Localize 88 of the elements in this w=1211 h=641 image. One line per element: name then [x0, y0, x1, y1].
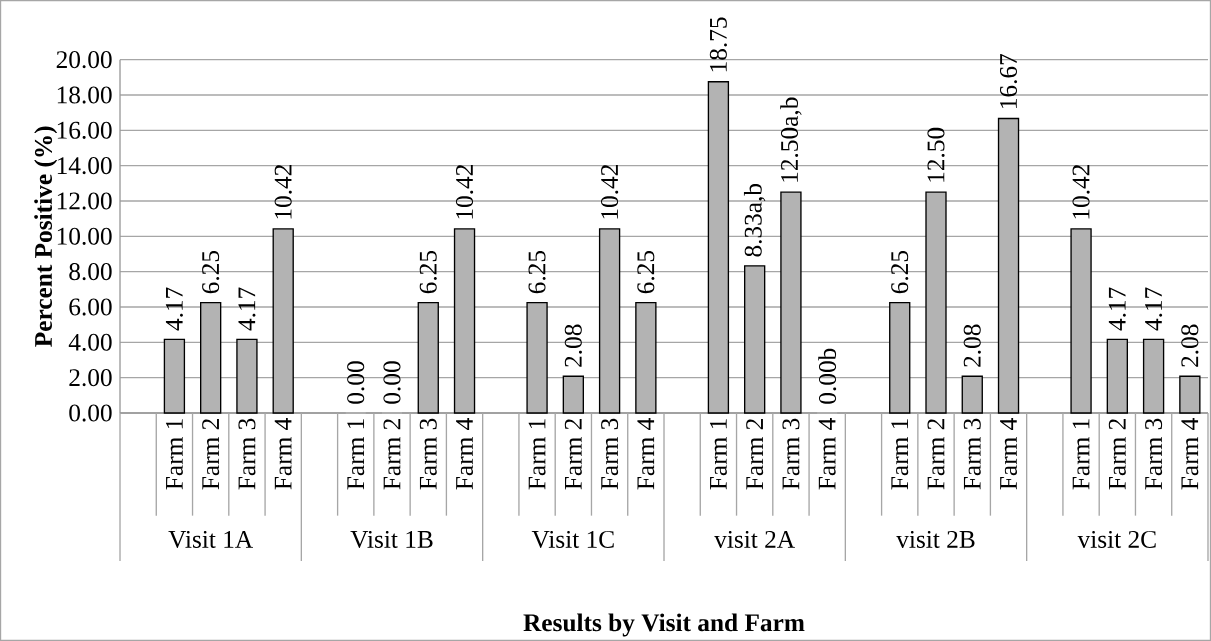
- x-tick-label: Farm 1: [347, 419, 365, 490]
- bar: [417, 301, 439, 414]
- text: Visit 1B: [350, 530, 433, 549]
- x-tick-label: Farm 1: [709, 419, 727, 490]
- y-tick-label: 10.00: [57, 227, 112, 245]
- bar: [1106, 338, 1128, 414]
- y-tick-label: 2.00: [69, 369, 112, 387]
- data-label: 2.08: [963, 324, 981, 367]
- y-tick-label: 16.00: [57, 121, 112, 139]
- bar: [780, 191, 802, 414]
- x-tick-label: Farm 4: [1181, 418, 1199, 490]
- x-tick-label: Farm 4: [1000, 418, 1017, 490]
- bar: [236, 338, 258, 414]
- x-tick-label: Farm 2: [383, 419, 401, 490]
- data-label: 0.00b: [818, 348, 837, 404]
- bar: [997, 117, 1020, 414]
- y-tick-label: 20.00: [56, 51, 112, 69]
- x-tick-label: Farm 3: [419, 418, 437, 490]
- bar: [744, 265, 766, 414]
- y-tick-label: 8.00: [69, 263, 112, 281]
- x-tick-label: Farm 4: [274, 418, 292, 490]
- x-tick-label: Farm 1: [528, 419, 546, 490]
- x-tick-label: Farm 3: [963, 418, 981, 490]
- data-label: 8.33a,b: [743, 183, 766, 257]
- bar: [598, 228, 621, 414]
- data-label: 4.17: [238, 287, 256, 331]
- bar: [961, 375, 983, 414]
- data-label: 0.00: [347, 361, 365, 404]
- data-label: 4.17: [165, 287, 183, 331]
- data-label: 6.25: [528, 250, 546, 294]
- x-tick-label: Farm 2: [564, 419, 582, 490]
- y-tick-label: 6.00: [69, 298, 112, 316]
- y-tick-label: 4.00: [68, 333, 112, 351]
- x-tick-label: Farm 3: [601, 418, 619, 490]
- data-label: 4.17: [1108, 287, 1126, 331]
- data-label: 6.25: [891, 250, 909, 294]
- y-tick-label: 12.00: [57, 192, 112, 210]
- data-label: 10.42: [601, 165, 619, 219]
- bar: [707, 81, 730, 414]
- data-label: 6.25: [202, 250, 220, 294]
- x-tick-label: Farm 1: [891, 419, 909, 490]
- bar: [1179, 375, 1201, 414]
- x-axis-title: Results by Visit and Farm: [523, 613, 805, 637]
- y-axis-title: Percent Positive (%): [34, 126, 58, 347]
- bar: [526, 301, 548, 414]
- x-tick-label: Farm 4: [637, 418, 655, 490]
- y-tick-label: 0.00: [69, 404, 112, 422]
- x-tick-label: Farm 4: [818, 418, 836, 490]
- x-tick-label: Farm 2: [1108, 419, 1126, 490]
- text: Visit 1C: [531, 530, 614, 549]
- data-label: 12.50a,b: [780, 97, 802, 182]
- bar: [889, 301, 911, 414]
- x-tick-label: Farm 2: [202, 419, 220, 490]
- x-tick-label: Farm 2: [746, 419, 764, 490]
- data-label: 2.08: [1181, 324, 1199, 367]
- data-label: 10.42: [1072, 165, 1090, 219]
- x-tick-label: Farm 4: [456, 418, 473, 490]
- data-label: 16.67: [999, 53, 1018, 108]
- text: visit 2C: [1077, 530, 1156, 548]
- bar: [562, 375, 584, 414]
- data-label: 18.75: [709, 17, 727, 72]
- data-label: 4.17: [1145, 287, 1163, 331]
- x-tick-label: Farm 2: [927, 419, 945, 490]
- x-tick-label: Farm 3: [1145, 418, 1163, 490]
- bar: [635, 301, 657, 414]
- text: visit 2B: [896, 530, 975, 548]
- bar: [925, 191, 947, 414]
- data-label: 6.25: [637, 250, 655, 294]
- bar: [200, 301, 222, 414]
- data-label: 2.08: [564, 324, 582, 367]
- x-tick-label: Farm 1: [1072, 419, 1090, 490]
- text: Visit 1A: [168, 530, 253, 549]
- data-label: 10.42: [274, 165, 292, 219]
- bar: [1142, 338, 1165, 414]
- data-label: 0.00: [383, 361, 401, 404]
- x-tick-label: Farm 3: [782, 418, 800, 490]
- bar: [1070, 228, 1092, 414]
- x-tick-label: Farm 3: [238, 418, 256, 490]
- x-tick-label: Farm 1: [165, 419, 183, 490]
- bar: [163, 338, 186, 414]
- y-tick-label: 18.00: [57, 86, 112, 104]
- text: visit 2A: [714, 530, 795, 548]
- data-label: 10.42: [455, 165, 474, 219]
- data-label: 12.50: [927, 127, 945, 182]
- bar: [272, 228, 294, 414]
- y-tick-label: 14.00: [57, 157, 112, 175]
- bar: [453, 228, 476, 414]
- data-label: 6.25: [419, 250, 437, 294]
